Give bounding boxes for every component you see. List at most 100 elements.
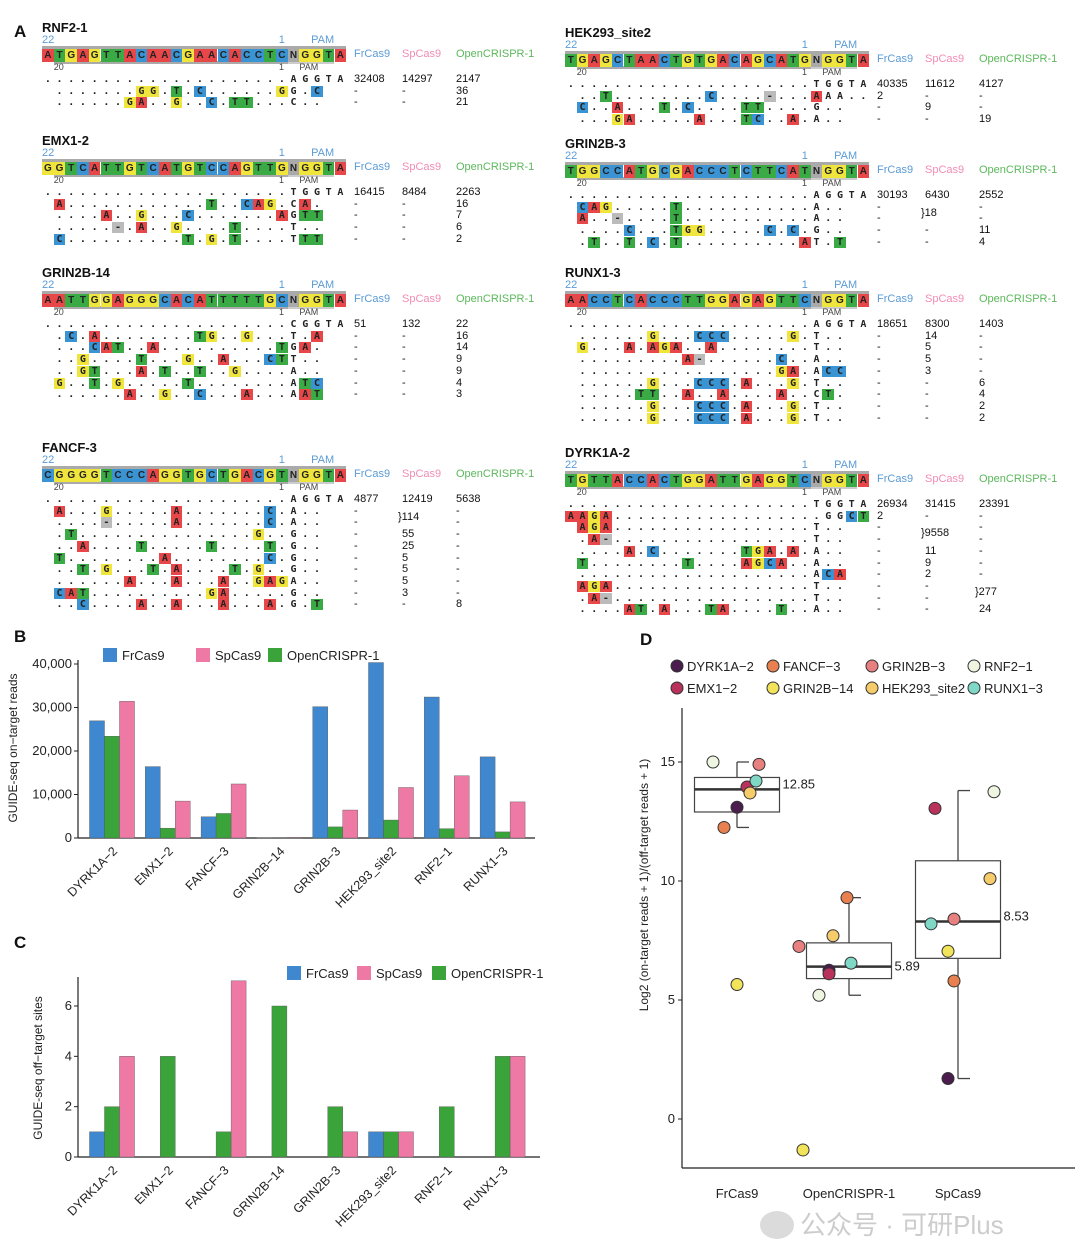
target-base: C — [658, 165, 671, 178]
target-base: G — [299, 294, 312, 307]
legend-label-spcas9: SpCas9 — [215, 648, 261, 663]
mismatch-box — [740, 545, 753, 557]
read-count-opencrispr-1: - — [979, 212, 983, 225]
mismatch-box — [77, 540, 89, 552]
mismatch-box — [763, 90, 776, 102]
target-base: C — [646, 294, 659, 307]
target-base: G — [670, 165, 682, 178]
mismatch-box — [752, 102, 764, 114]
mismatch-box — [693, 377, 706, 389]
target-base: T — [112, 162, 124, 175]
target-base: C — [658, 294, 671, 307]
read-count-spcas9: - — [925, 509, 929, 522]
alignment-row: .T..T.C.T..........At.T — [567, 236, 873, 248]
read-count-frcas9: - — [354, 504, 358, 517]
mismatch-box — [705, 330, 718, 342]
mismatch-box — [588, 592, 601, 604]
legend-label-spcas9: SpCas9 — [376, 966, 422, 981]
target-base: C — [588, 294, 601, 307]
target-base: A — [42, 49, 54, 62]
target-base: C — [728, 54, 741, 67]
mismatch-box — [100, 564, 113, 576]
mismatch-box — [252, 529, 265, 541]
target-base: G — [100, 294, 113, 307]
target-base: G — [311, 49, 323, 62]
legend-label-opencrispr-1: OpenCRISPR-1 — [451, 966, 543, 981]
mismatch-box — [623, 342, 636, 354]
alignment-row: .....................aggta — [44, 494, 350, 505]
guide-bracket-top — [565, 162, 870, 165]
read-count-spcas9: 25 — [402, 539, 415, 552]
position-sublabel-start: 20 — [576, 67, 587, 77]
mismatch-box — [53, 198, 66, 210]
mismatch-box — [135, 599, 148, 611]
read-count-opencrispr-1: 16 — [456, 329, 469, 342]
target-base: T — [728, 474, 741, 487]
legend-dot — [967, 659, 981, 673]
mismatch-box — [182, 377, 195, 389]
bar-spcas9 — [119, 701, 135, 839]
target-base: C — [740, 165, 753, 178]
target-base: G — [264, 469, 276, 482]
guide-bracket-top — [565, 471, 870, 474]
mismatch-box — [600, 90, 612, 102]
target-base: G — [799, 54, 811, 67]
read-count-frcas9: - — [877, 591, 881, 604]
target-base: A — [334, 294, 347, 307]
alignment-row: .....................tggta — [567, 499, 873, 510]
target-base: A — [682, 165, 694, 178]
mismatch-box — [170, 85, 183, 97]
alignment-row: G..T.G.....T........aTC — [44, 377, 350, 389]
target-base: T — [565, 474, 577, 487]
pam-bracket-bottom — [287, 481, 335, 484]
mismatch-box — [658, 342, 671, 354]
target-base: A — [857, 165, 870, 178]
target-base: T — [682, 294, 694, 307]
position-label-start: 22 — [565, 39, 578, 51]
read-count-frcas9: 2 — [877, 509, 884, 522]
mismatch-box — [229, 365, 241, 377]
read-count-spcas9: - — [925, 603, 929, 616]
position-label-start: 22 — [565, 459, 578, 471]
pam-label: PAM — [311, 279, 335, 291]
read-count-frcas9: - — [877, 200, 881, 213]
enzyme-header-frcas9: FrCas9 — [877, 164, 914, 176]
data-point — [796, 1143, 810, 1157]
target-base: T — [845, 294, 858, 307]
enzyme-header-spcas9: SpCas9 — [402, 468, 442, 480]
mismatch-box — [299, 210, 312, 222]
target-base: G — [834, 165, 846, 178]
target-base: C — [600, 294, 612, 307]
mismatch-box — [299, 389, 312, 401]
pam-sublabel: PAM — [822, 67, 842, 77]
alignment-row: .....................aggta — [567, 319, 873, 330]
mismatch-box — [135, 540, 148, 552]
read-count-spcas9: - — [925, 376, 929, 389]
mismatch-box — [588, 580, 601, 592]
read-count-opencrispr-1: 36 — [456, 84, 469, 97]
pam-sublabel: PAM — [822, 178, 842, 188]
bar-frcas9 — [200, 816, 217, 839]
read-count-opencrispr-1: 2 — [979, 411, 986, 424]
read-count-opencrispr-1: 14 — [456, 341, 469, 354]
legend-label: RNF2−1 — [984, 659, 1033, 674]
data-point — [730, 978, 744, 992]
position-sublabel-end: 1 — [802, 178, 808, 188]
alignment-row: ....C...TGG.....C.C.g.. — [567, 225, 873, 237]
target-base: G — [763, 294, 776, 307]
alignment-row: ......G...CCC.A...G.t.. — [567, 400, 873, 412]
mismatch-box — [135, 222, 148, 234]
pam-bracket-bottom — [287, 306, 335, 309]
mismatch-box — [717, 389, 729, 401]
target-base: G — [123, 162, 136, 175]
legend-swatch-spcas9 — [196, 648, 210, 662]
mismatch-box — [53, 505, 66, 517]
target-base: C — [611, 54, 624, 67]
target-base: G — [682, 54, 694, 67]
pam-sublabel: PAM — [299, 307, 319, 317]
mismatch-box — [752, 557, 764, 569]
enzyme-header-frcas9: FrCas9 — [354, 161, 391, 173]
target-base: G — [88, 294, 101, 307]
mismatch-box — [229, 233, 241, 245]
alignment-row: .....................tggta — [44, 187, 350, 198]
